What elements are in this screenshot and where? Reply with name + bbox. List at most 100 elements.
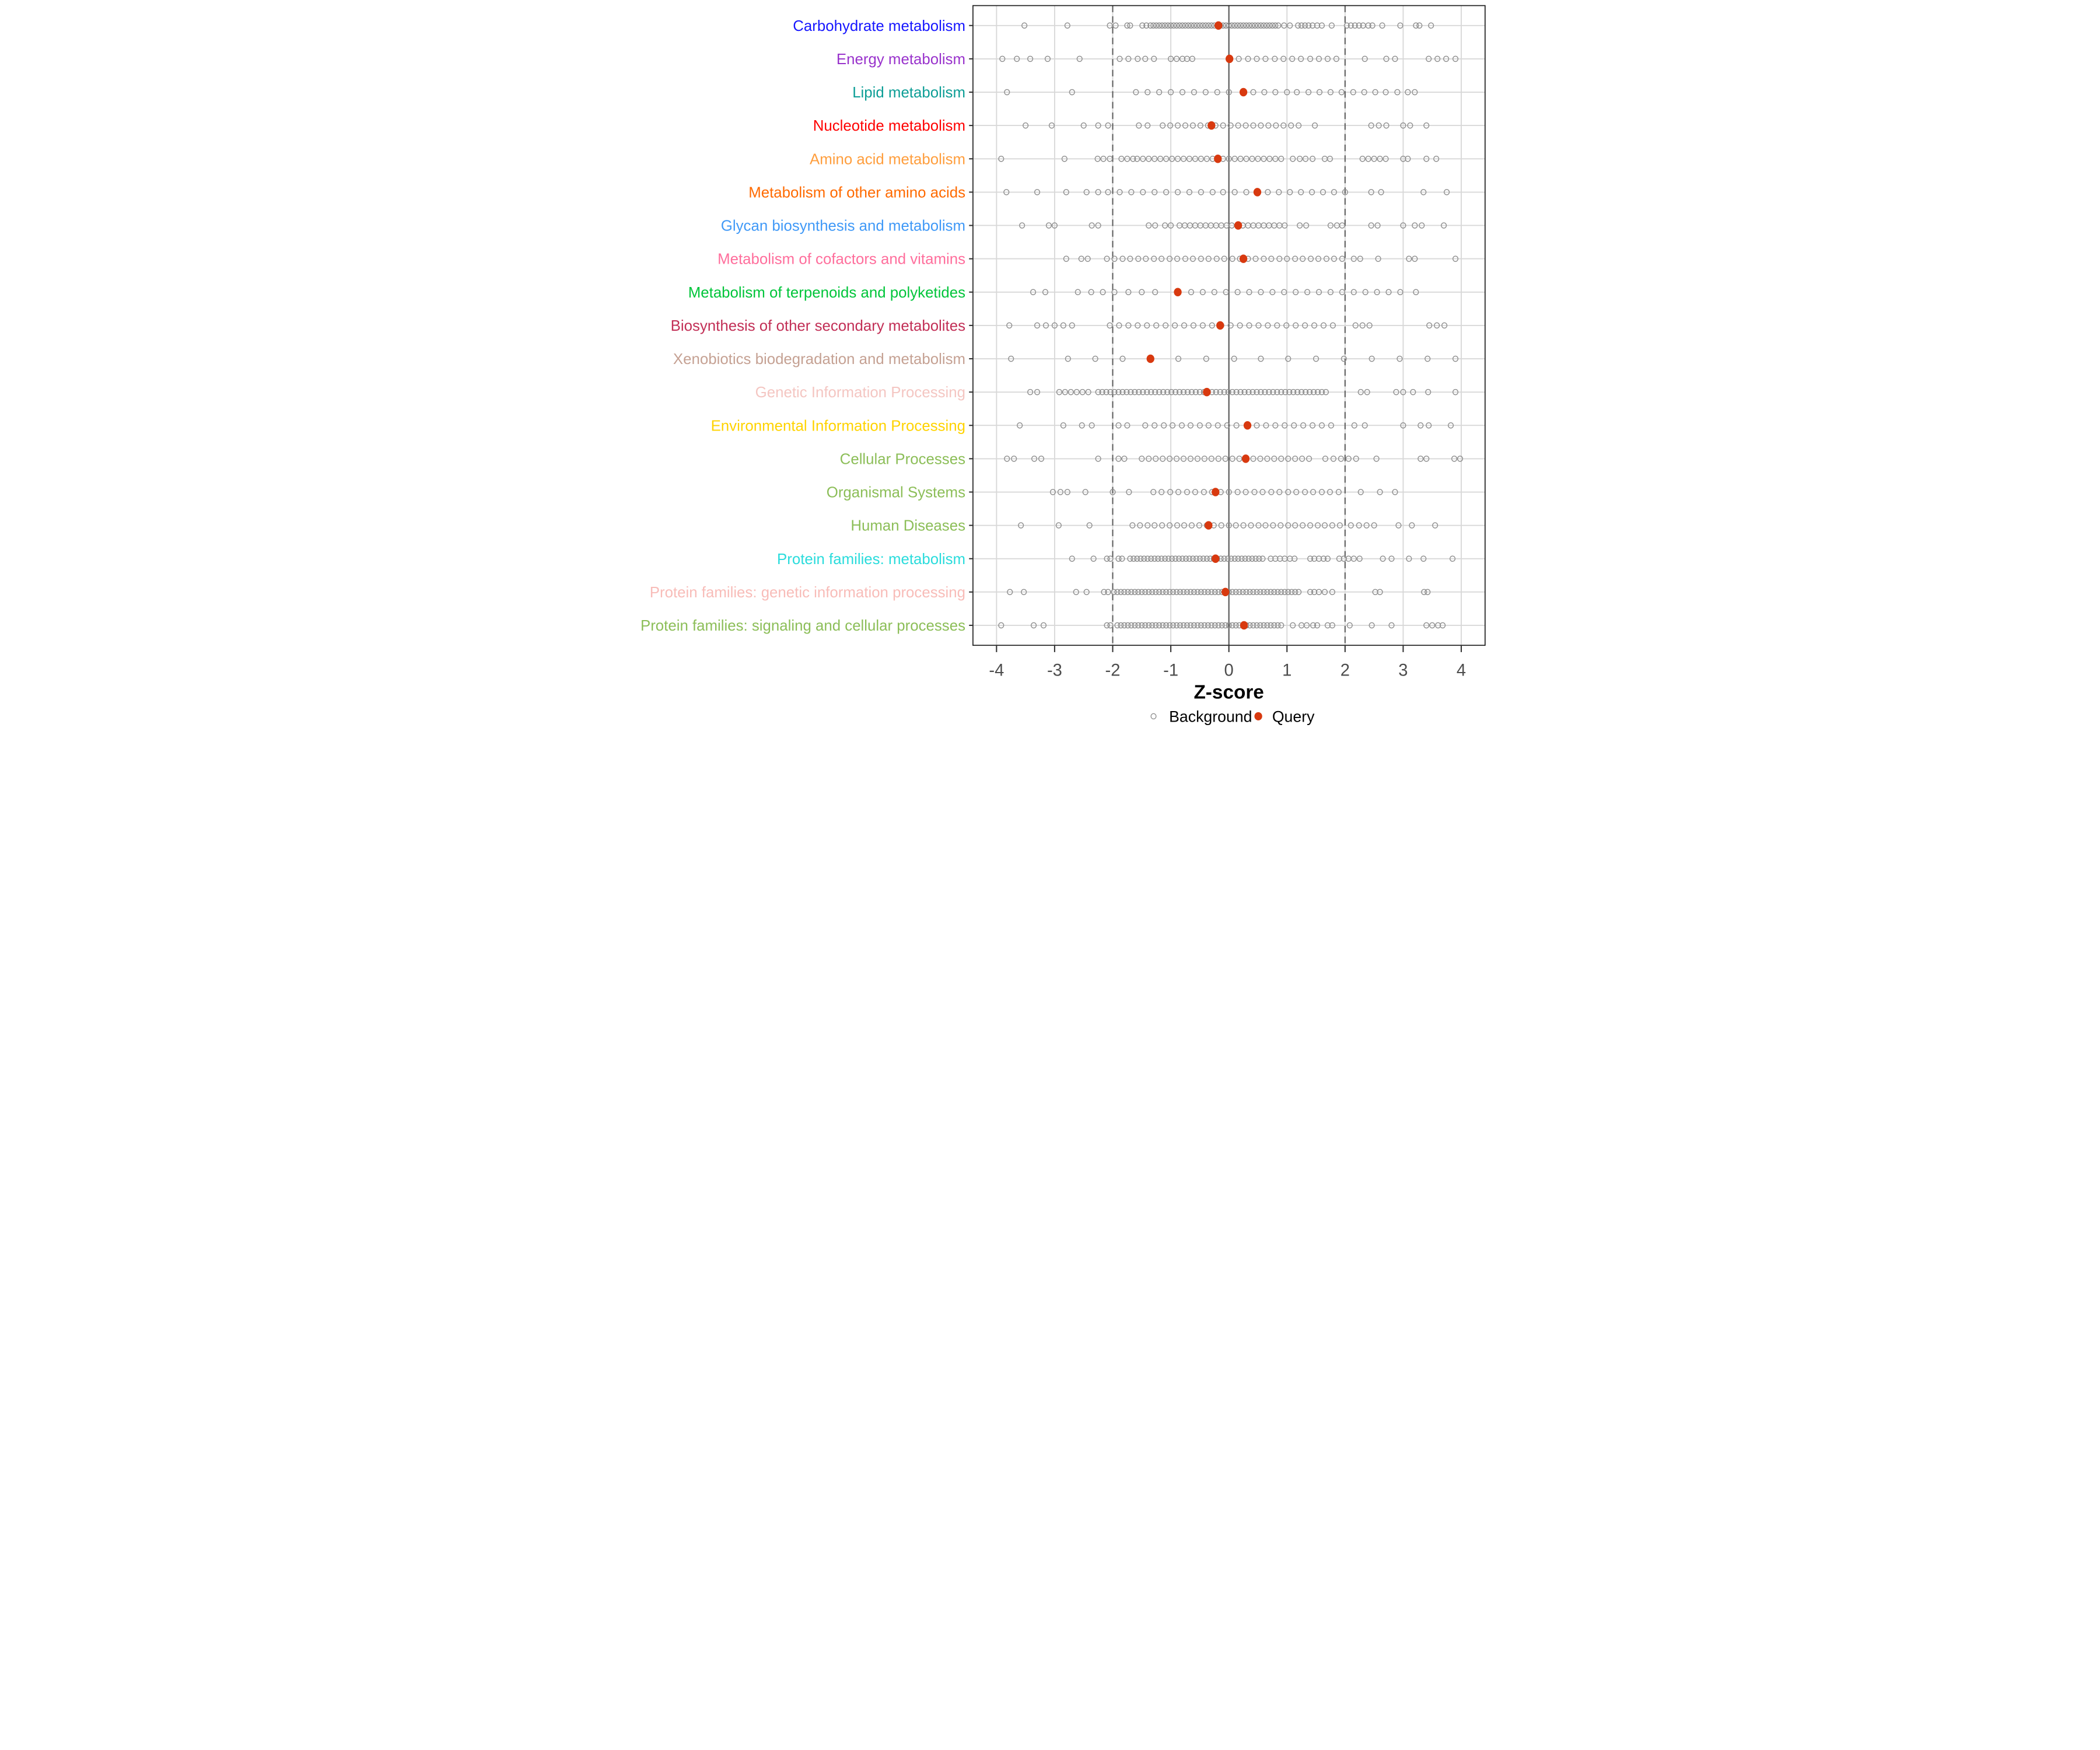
background-point bbox=[1340, 355, 1347, 362]
background-point bbox=[1231, 22, 1238, 29]
background-point bbox=[1201, 589, 1208, 596]
background-point bbox=[1264, 589, 1270, 596]
background-point bbox=[1340, 555, 1347, 562]
background-point bbox=[1242, 489, 1249, 495]
background-point bbox=[1310, 622, 1317, 629]
background-point bbox=[1266, 155, 1273, 162]
background-point bbox=[1124, 388, 1130, 396]
background-point bbox=[1424, 589, 1431, 596]
background-point bbox=[1119, 388, 1126, 396]
background-point bbox=[1250, 122, 1256, 129]
background-point bbox=[1271, 589, 1278, 596]
background-point bbox=[1137, 522, 1143, 528]
background-point bbox=[1268, 622, 1274, 629]
background-point bbox=[1229, 589, 1236, 596]
background-point bbox=[1011, 456, 1017, 462]
background-point bbox=[1144, 388, 1150, 396]
background-point bbox=[1323, 256, 1330, 262]
background-point bbox=[1444, 189, 1450, 195]
background-point bbox=[1083, 589, 1090, 596]
background-point bbox=[1363, 522, 1370, 528]
background-point bbox=[1073, 388, 1080, 396]
background-point bbox=[1245, 388, 1252, 396]
background-point bbox=[1339, 222, 1345, 229]
background-point bbox=[1177, 622, 1184, 629]
background-point bbox=[1187, 422, 1194, 429]
background-point bbox=[1443, 55, 1450, 62]
background-point bbox=[1285, 355, 1292, 362]
query-point bbox=[1222, 587, 1230, 597]
query-point bbox=[1225, 54, 1234, 64]
background-point bbox=[1395, 522, 1402, 528]
background-point bbox=[1343, 22, 1350, 29]
background-point bbox=[1306, 456, 1312, 462]
background-point bbox=[1229, 256, 1236, 262]
background-point bbox=[1276, 256, 1283, 262]
background-point bbox=[1243, 589, 1250, 596]
background-point bbox=[1242, 122, 1249, 129]
background-point bbox=[1366, 322, 1373, 329]
background-point bbox=[1176, 22, 1183, 29]
background-point bbox=[1245, 55, 1251, 62]
background-point bbox=[1278, 522, 1284, 528]
background-point bbox=[1202, 89, 1209, 96]
background-point bbox=[1331, 189, 1337, 195]
background-point bbox=[1200, 555, 1206, 562]
background-point bbox=[1166, 555, 1172, 562]
background-point bbox=[1273, 122, 1279, 129]
background-point bbox=[1237, 155, 1244, 162]
background-point bbox=[1376, 122, 1382, 129]
background-point bbox=[1265, 322, 1271, 329]
background-point bbox=[1146, 622, 1152, 629]
background-point bbox=[1318, 388, 1325, 396]
background-point bbox=[1196, 555, 1203, 562]
background-point bbox=[1226, 155, 1232, 162]
background-point bbox=[1303, 155, 1309, 162]
background-point bbox=[1282, 422, 1288, 429]
background-point bbox=[1065, 355, 1071, 362]
background-point bbox=[1135, 256, 1142, 262]
query-point bbox=[1146, 354, 1154, 363]
background-point bbox=[1143, 256, 1149, 262]
background-point bbox=[1346, 622, 1353, 629]
query-point bbox=[1243, 421, 1252, 430]
row-label: Metabolism of cofactors and vitamins bbox=[718, 251, 965, 268]
background-point bbox=[1225, 388, 1231, 396]
background-point bbox=[1160, 388, 1167, 396]
background-point bbox=[1189, 122, 1196, 129]
background-point bbox=[1004, 89, 1010, 96]
background-point bbox=[1293, 289, 1299, 296]
background-point bbox=[1265, 189, 1271, 195]
background-point bbox=[1235, 122, 1241, 129]
background-point bbox=[1449, 555, 1456, 562]
background-point bbox=[1371, 522, 1377, 528]
background-point bbox=[1175, 555, 1182, 562]
background-point bbox=[1328, 22, 1335, 29]
row-labels-layer: Carbohydrate metabolism Energy metabolism… bbox=[640, 18, 965, 634]
background-point bbox=[1307, 589, 1314, 596]
background-point bbox=[1416, 22, 1423, 29]
background-point bbox=[1331, 256, 1337, 262]
background-point bbox=[1167, 489, 1174, 495]
background-point bbox=[1227, 322, 1234, 329]
background-point bbox=[1148, 388, 1154, 396]
background-point bbox=[1412, 256, 1418, 262]
background-point bbox=[1088, 289, 1094, 296]
background-point bbox=[1350, 289, 1357, 296]
background-point bbox=[1167, 122, 1174, 129]
background-point bbox=[1284, 89, 1290, 96]
legend-background-marker bbox=[1150, 713, 1157, 720]
background-point bbox=[1076, 55, 1083, 62]
background-point bbox=[1259, 555, 1266, 562]
background-point bbox=[1159, 22, 1166, 29]
background-point bbox=[1220, 122, 1226, 129]
background-point bbox=[1264, 22, 1270, 29]
background-point bbox=[1269, 22, 1276, 29]
background-point bbox=[1326, 155, 1334, 162]
background-point bbox=[1203, 555, 1210, 562]
background-point bbox=[1133, 89, 1139, 96]
background-point bbox=[1107, 322, 1113, 329]
background-point bbox=[1268, 489, 1275, 495]
background-point bbox=[1294, 89, 1300, 96]
query-point bbox=[1214, 21, 1223, 30]
